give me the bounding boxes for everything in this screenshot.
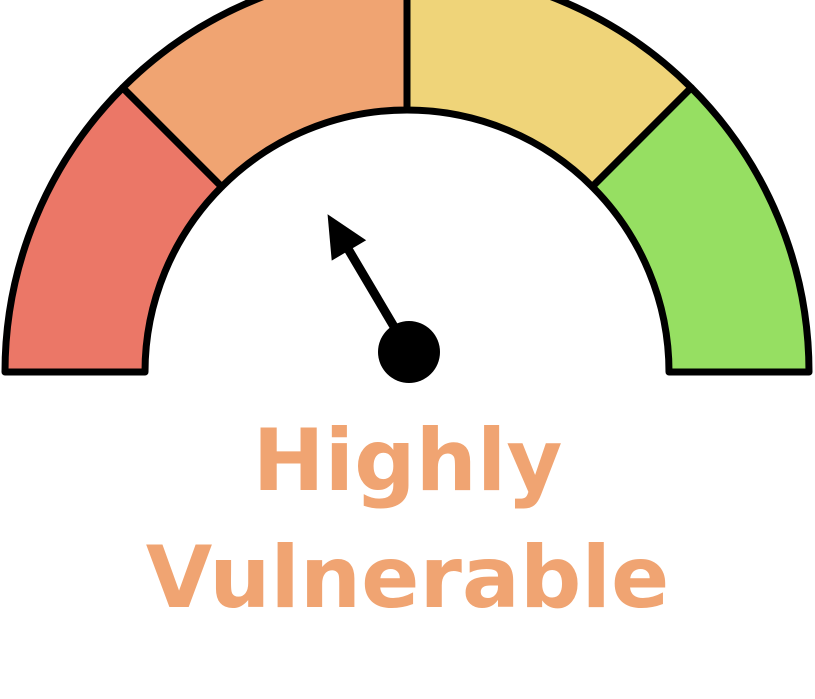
needle-hub (378, 321, 440, 383)
status-label-line-1: Highly (252, 411, 563, 511)
gauge-segments (1, 0, 813, 376)
status-label-line-2: Vulnerable (145, 528, 670, 628)
gauge-segment-orange (119, 0, 411, 191)
gauge-needle (327, 214, 440, 383)
gauge-segment-green (588, 84, 813, 376)
needle-arrowhead (327, 214, 367, 261)
